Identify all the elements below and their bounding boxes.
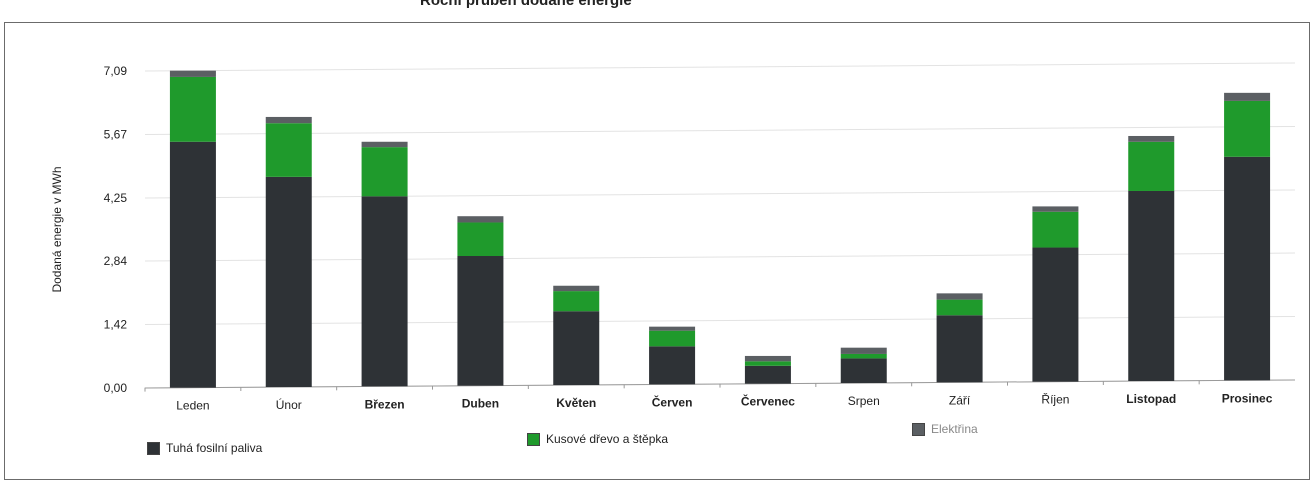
bar-segment-electricity xyxy=(1032,206,1079,212)
x-tick-label: Červenec xyxy=(741,394,795,409)
y-axis-label: Dodaná energie v MWh xyxy=(50,166,64,292)
bar-segment-solid-fuels xyxy=(840,358,887,383)
legend-label-wood: Kusové dřevo a štěpka xyxy=(546,432,669,446)
bar-segment-electricity xyxy=(265,116,312,124)
bar-segment-electricity xyxy=(936,293,983,300)
chart-title: Roční průběh dodané energie xyxy=(420,0,632,9)
legend-item-electricity: Elektřina xyxy=(912,422,978,436)
x-tick-label: Červen xyxy=(652,394,693,409)
bar-segment-solid-fuels xyxy=(1224,156,1271,381)
stacked-bar-chart: 0,00 1,42 2,84 4,25 5,67 7,09 Dodaná energie v… xyxy=(50,62,1296,413)
x-tick-label: Září xyxy=(949,393,971,407)
x-tick-label: Listopad xyxy=(1126,392,1176,406)
y-tick-label: 4,25 xyxy=(104,191,128,205)
legend-swatch-wood xyxy=(527,432,540,446)
bar-segment-wood xyxy=(744,361,791,366)
gridline xyxy=(144,62,1296,72)
x-tick-label: Říjen xyxy=(1041,392,1069,407)
bar-segment-electricity xyxy=(1128,135,1175,142)
bar-segment-wood xyxy=(361,147,408,197)
y-tick-label: 1,42 xyxy=(104,318,128,332)
bar-segment-wood xyxy=(169,76,216,142)
x-tick-label: Březen xyxy=(365,397,405,411)
legend-item-solid-fuels: Tuhá fosilní paliva xyxy=(147,441,262,455)
y-tick-label: 5,67 xyxy=(104,127,128,141)
x-tick-label: Únor xyxy=(276,397,302,412)
bar-segment-wood xyxy=(1032,211,1079,248)
bar-segment-wood xyxy=(1224,100,1271,157)
legend-label-electricity: Elektřina xyxy=(931,422,978,436)
bar-segment-solid-fuels xyxy=(1032,247,1079,382)
bar-segment-electricity xyxy=(840,347,887,354)
y-tick-label: 0,00 xyxy=(104,381,128,395)
y-tick-label: 2,84 xyxy=(104,254,128,268)
bar-segment-electricity xyxy=(553,285,600,292)
bar-segment-electricity xyxy=(169,70,216,77)
legend-swatch-electricity xyxy=(912,422,925,436)
bar-segment-electricity xyxy=(649,326,696,331)
x-tick-label: Prosinec xyxy=(1222,391,1273,405)
bar-segment-solid-fuels xyxy=(265,176,312,387)
bar-segment-solid-fuels xyxy=(553,311,600,385)
bar-segment-electricity xyxy=(744,355,791,362)
bar-segment-wood xyxy=(1128,141,1175,191)
bar-segment-solid-fuels xyxy=(744,365,791,384)
bar-segment-solid-fuels xyxy=(169,141,216,388)
bar-segment-electricity xyxy=(1224,92,1271,101)
bar-segment-electricity xyxy=(361,141,408,148)
bar-segment-solid-fuels xyxy=(457,256,504,386)
bar-segment-wood xyxy=(936,299,983,316)
legend-item-wood: Kusové dřevo a štěpka xyxy=(527,432,668,446)
bar-segment-wood xyxy=(553,291,600,312)
bar-segment-wood xyxy=(457,222,504,257)
x-tick-label: Leden xyxy=(176,399,209,413)
gridline xyxy=(144,125,1296,135)
legend-swatch-solid-fuels xyxy=(147,441,160,455)
chart-frame: 0,00 1,42 2,84 4,25 5,67 7,09 Dodaná energie v… xyxy=(4,22,1310,480)
x-tick-label: Srpen xyxy=(848,394,880,408)
gridline xyxy=(144,189,1296,199)
x-tick-label: Duben xyxy=(462,397,499,411)
gridline xyxy=(144,252,1296,262)
gridline xyxy=(144,316,1296,326)
bar-segment-wood xyxy=(649,330,696,347)
x-tick-label: Květen xyxy=(556,396,596,410)
y-tick-label: 7,09 xyxy=(104,64,128,78)
bar-segment-electricity xyxy=(457,216,504,223)
legend-label-solid-fuels: Tuhá fosilní paliva xyxy=(166,441,263,455)
bar-segment-solid-fuels xyxy=(936,315,983,383)
bar-segment-solid-fuels xyxy=(1128,190,1175,381)
bar-segment-solid-fuels xyxy=(649,346,696,385)
bar-segment-wood xyxy=(265,123,312,177)
bar-segment-wood xyxy=(840,353,887,359)
bar-segment-solid-fuels xyxy=(361,196,408,387)
